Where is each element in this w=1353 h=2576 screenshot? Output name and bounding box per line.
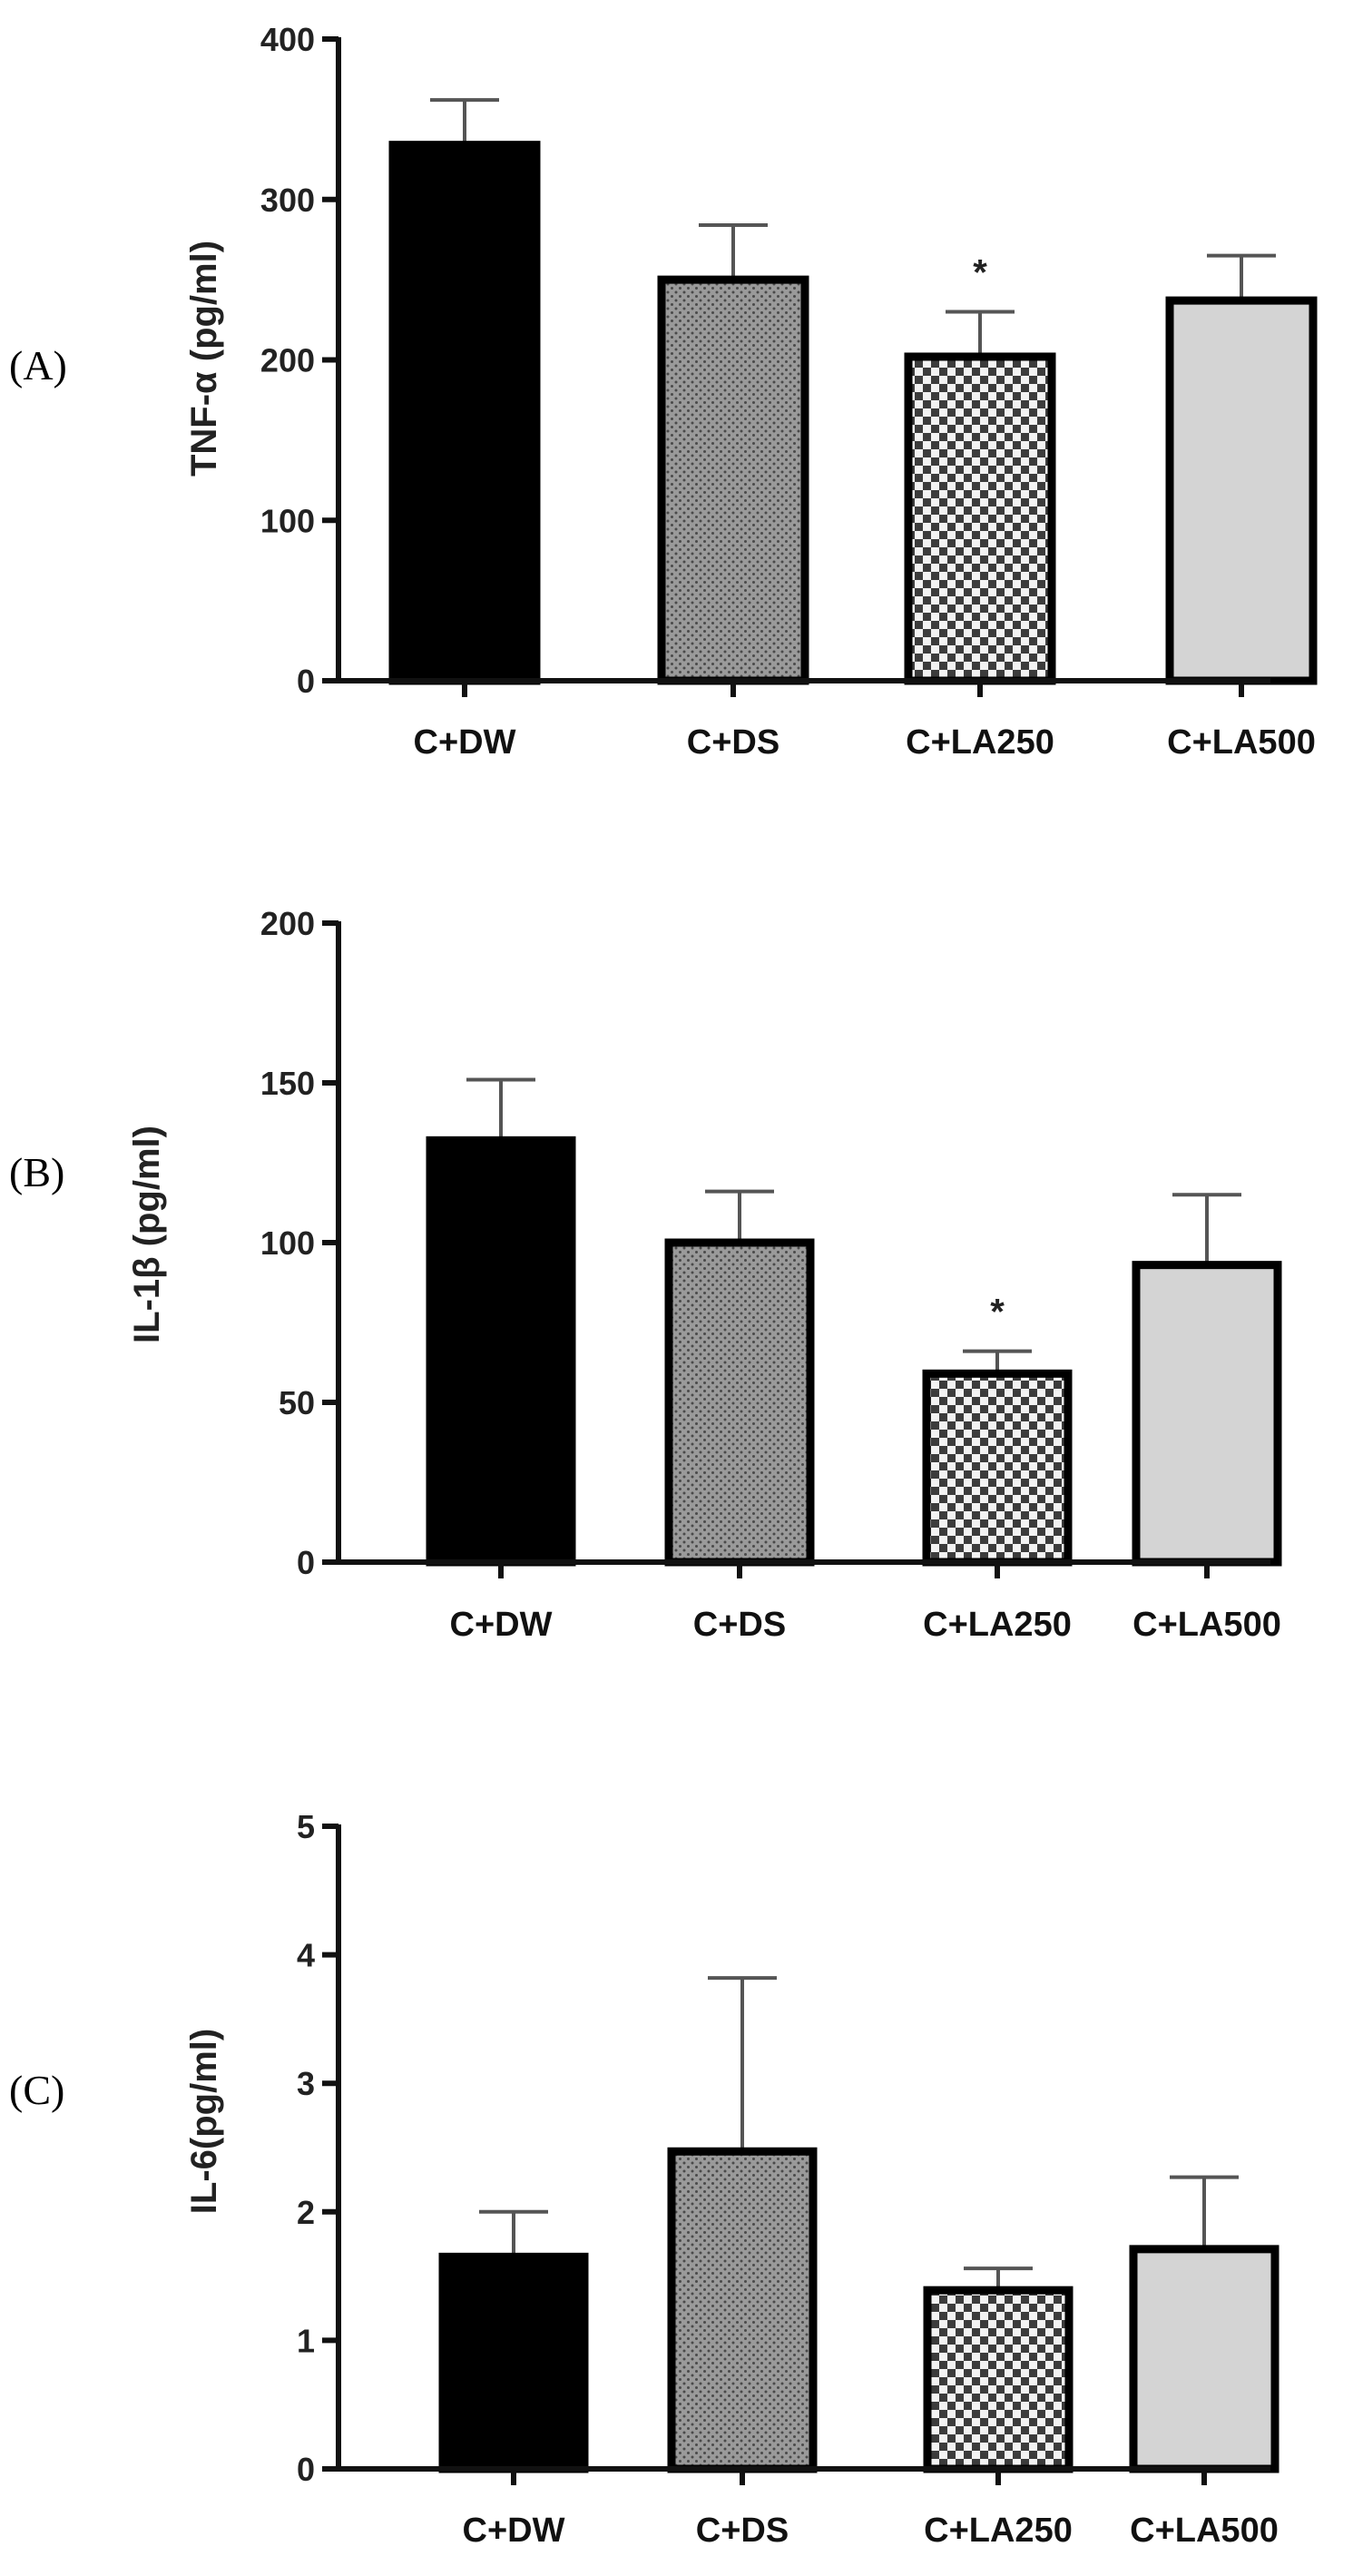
category-label-a-0: C+DW — [414, 723, 516, 762]
y-tick-label-c-3: 3 — [297, 2065, 315, 2102]
y-axis-title-a: TNF-α (pg/ml) — [184, 241, 224, 477]
bar-c-2 — [923, 2286, 1074, 2473]
category-label-a-2: C+LA250 — [906, 723, 1054, 762]
panel-a: (A) TNF-α (pg/ml) C+DW C+DS * C+LA250 C+LA50… — [9, 21, 1318, 762]
y-tick-label-a-2: 200 — [260, 342, 315, 379]
bar-a-1 — [657, 275, 809, 685]
panel-label-b: (B) — [9, 1149, 64, 1195]
category-label-b-2: C+LA250 — [923, 1606, 1072, 1644]
y-tick-label-b-0: 0 — [297, 1544, 315, 1581]
category-label-a-1: C+DS — [687, 723, 779, 762]
y-tick-label-b-1: 50 — [279, 1384, 315, 1421]
category-label-c-2: C+LA250 — [924, 2512, 1073, 2550]
y-axis-title-b: IL-1β (pg/ml) — [127, 1126, 167, 1343]
bar-b-2 — [922, 1369, 1073, 1567]
panel-label-a: (A) — [9, 342, 67, 388]
category-label-b-0: C+DW — [450, 1606, 553, 1644]
y-tick-label-c-1: 1 — [297, 2322, 315, 2359]
significance-a-2: * — [973, 252, 987, 292]
bar-a-2 — [904, 352, 1056, 685]
y-tick-label-b-3: 150 — [260, 1065, 315, 1102]
panel-b: (B) IL-1β (pg/ml) C+DW C+DS * C+LA250 C+LA50… — [9, 905, 1282, 1644]
y-tick-label-a-0: 0 — [297, 663, 315, 700]
category-label-c-0: C+DW — [463, 2512, 565, 2550]
chart-b: C+DW C+DS * C+LA250 C+LA500 0 50 100 150 200 — [260, 905, 1282, 1644]
category-label-a-3: C+LA500 — [1167, 723, 1316, 762]
bar-c-0 — [438, 2252, 589, 2473]
significance-b-2: * — [990, 1293, 1005, 1332]
panel-c: (C) IL-6(pg/ml) C+DW C+DS C+LA250 C+LA500 0 1… — [9, 1808, 1279, 2550]
bar-b-0 — [426, 1136, 576, 1567]
bar-b-1 — [664, 1238, 815, 1567]
chart-a: C+DW C+DS * C+LA250 C+LA500 0 100 200 300 400 — [260, 21, 1318, 762]
y-axis-title-c: IL-6(pg/ml) — [184, 2029, 224, 2214]
bar-a-3 — [1165, 296, 1318, 685]
y-tick-label-a-1: 100 — [260, 502, 315, 539]
bar-b-3 — [1132, 1261, 1282, 1567]
bar-a-0 — [388, 141, 541, 685]
y-tick-label-a-4: 400 — [260, 21, 315, 58]
y-tick-label-c-4: 4 — [297, 1937, 315, 1974]
category-label-b-3: C+LA500 — [1132, 1606, 1281, 1644]
y-tick-label-a-3: 300 — [260, 182, 315, 219]
chart-c: C+DW C+DS C+LA250 C+LA500 0 1 2 3 4 5 — [297, 1808, 1279, 2550]
bar-c-3 — [1129, 2245, 1279, 2473]
y-tick-label-b-2: 100 — [260, 1224, 315, 1262]
bar-c-1 — [667, 2147, 818, 2473]
y-tick-label-c-2: 2 — [297, 2194, 315, 2231]
y-tick-label-c-0: 0 — [297, 2451, 315, 2488]
y-tick-label-c-5: 5 — [297, 1808, 315, 1845]
panel-label-c: (C) — [9, 2067, 64, 2113]
category-label-b-1: C+DS — [693, 1606, 786, 1644]
y-tick-label-b-4: 200 — [260, 905, 315, 942]
category-label-c-3: C+LA500 — [1130, 2512, 1279, 2550]
category-label-c-1: C+DS — [696, 2512, 789, 2550]
